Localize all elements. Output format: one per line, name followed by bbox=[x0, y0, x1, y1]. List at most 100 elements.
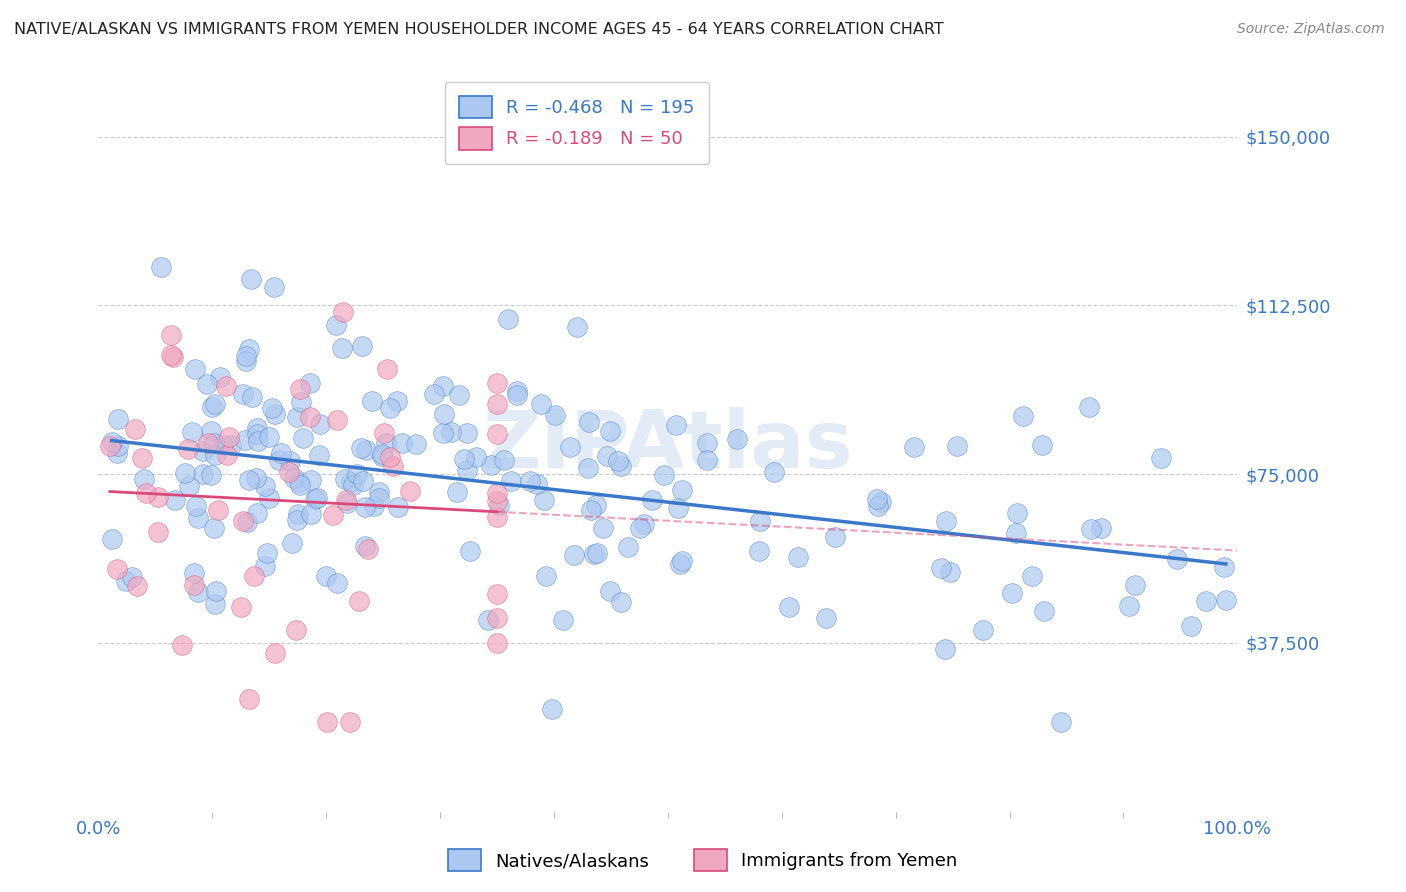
Point bbox=[633, 516, 655, 531]
Point bbox=[184, 362, 207, 376]
Point bbox=[204, 397, 226, 411]
Point bbox=[1033, 604, 1056, 618]
Point bbox=[486, 509, 509, 524]
Point bbox=[202, 435, 225, 450]
Point bbox=[1005, 506, 1028, 520]
Point bbox=[235, 516, 257, 530]
Point bbox=[350, 441, 373, 455]
Point bbox=[652, 468, 675, 483]
Point bbox=[246, 434, 269, 449]
Point bbox=[371, 447, 394, 461]
Point bbox=[1090, 521, 1112, 535]
Point bbox=[465, 450, 488, 465]
Point bbox=[477, 613, 499, 627]
Point bbox=[1195, 594, 1218, 608]
Point bbox=[215, 448, 238, 462]
Point bbox=[114, 574, 136, 588]
Point bbox=[215, 378, 238, 392]
Point bbox=[285, 410, 308, 425]
Point bbox=[354, 443, 377, 458]
Point bbox=[1021, 569, 1043, 583]
Point bbox=[163, 492, 186, 507]
Point bbox=[315, 569, 337, 583]
Point bbox=[107, 412, 129, 426]
Point bbox=[100, 532, 122, 546]
Point bbox=[583, 547, 606, 561]
Point bbox=[479, 458, 502, 472]
Point bbox=[332, 305, 354, 319]
Point bbox=[339, 714, 361, 729]
Point bbox=[540, 702, 562, 716]
Point bbox=[585, 499, 607, 513]
Point bbox=[246, 421, 269, 435]
Point bbox=[232, 514, 254, 528]
Point bbox=[325, 318, 347, 332]
Point bbox=[263, 280, 285, 294]
Point bbox=[496, 312, 519, 326]
Point bbox=[385, 394, 408, 409]
Point bbox=[256, 545, 278, 559]
Point bbox=[187, 511, 209, 525]
Point bbox=[235, 354, 257, 368]
Point bbox=[1011, 409, 1033, 423]
Point bbox=[232, 387, 254, 401]
Point bbox=[486, 494, 509, 508]
Point bbox=[499, 474, 522, 488]
Point bbox=[277, 465, 299, 479]
Point bbox=[288, 477, 311, 491]
Point bbox=[121, 569, 143, 583]
Point bbox=[174, 466, 197, 480]
Point bbox=[534, 568, 557, 582]
Point bbox=[368, 491, 391, 505]
Point bbox=[322, 508, 344, 522]
Point bbox=[567, 319, 589, 334]
Point bbox=[200, 467, 222, 482]
Point bbox=[292, 431, 315, 445]
Point bbox=[246, 506, 269, 520]
Point bbox=[1049, 714, 1071, 729]
Point bbox=[375, 361, 398, 376]
Point bbox=[381, 458, 404, 473]
Point bbox=[299, 507, 322, 521]
Point bbox=[543, 409, 565, 423]
Point bbox=[1077, 401, 1099, 415]
Point bbox=[101, 435, 124, 450]
Point bbox=[628, 521, 651, 535]
Point bbox=[486, 611, 509, 625]
Point bbox=[333, 472, 356, 486]
Point bbox=[307, 491, 329, 506]
Point bbox=[172, 638, 194, 652]
Point bbox=[357, 542, 380, 557]
Point bbox=[336, 496, 359, 510]
Point bbox=[187, 584, 209, 599]
Point bbox=[257, 430, 280, 444]
Point bbox=[211, 438, 233, 452]
Point bbox=[298, 376, 321, 390]
Point bbox=[352, 338, 374, 352]
Point bbox=[423, 387, 446, 401]
Point bbox=[378, 450, 401, 464]
Point bbox=[181, 425, 204, 439]
Point bbox=[195, 377, 218, 392]
Point bbox=[562, 548, 585, 562]
Point bbox=[368, 484, 391, 499]
Point bbox=[290, 382, 312, 396]
Text: NATIVE/ALASKAN VS IMMIGRANTS FROM YEMEN HOUSEHOLDER INCOME AGES 45 - 64 YEARS CO: NATIVE/ALASKAN VS IMMIGRANTS FROM YEMEN … bbox=[14, 22, 943, 37]
Point bbox=[486, 636, 509, 650]
Point bbox=[865, 492, 887, 507]
Point bbox=[204, 448, 226, 462]
Point bbox=[866, 499, 889, 513]
Point bbox=[1001, 586, 1024, 600]
Point bbox=[391, 435, 413, 450]
Point bbox=[903, 440, 925, 454]
Point bbox=[253, 479, 276, 493]
Point bbox=[1118, 599, 1140, 614]
Point bbox=[506, 384, 529, 398]
Point bbox=[749, 514, 772, 528]
Point bbox=[553, 613, 575, 627]
Point bbox=[1031, 438, 1053, 452]
Point bbox=[815, 610, 838, 624]
Point bbox=[260, 401, 283, 415]
Point bbox=[183, 578, 205, 592]
Point bbox=[238, 474, 260, 488]
